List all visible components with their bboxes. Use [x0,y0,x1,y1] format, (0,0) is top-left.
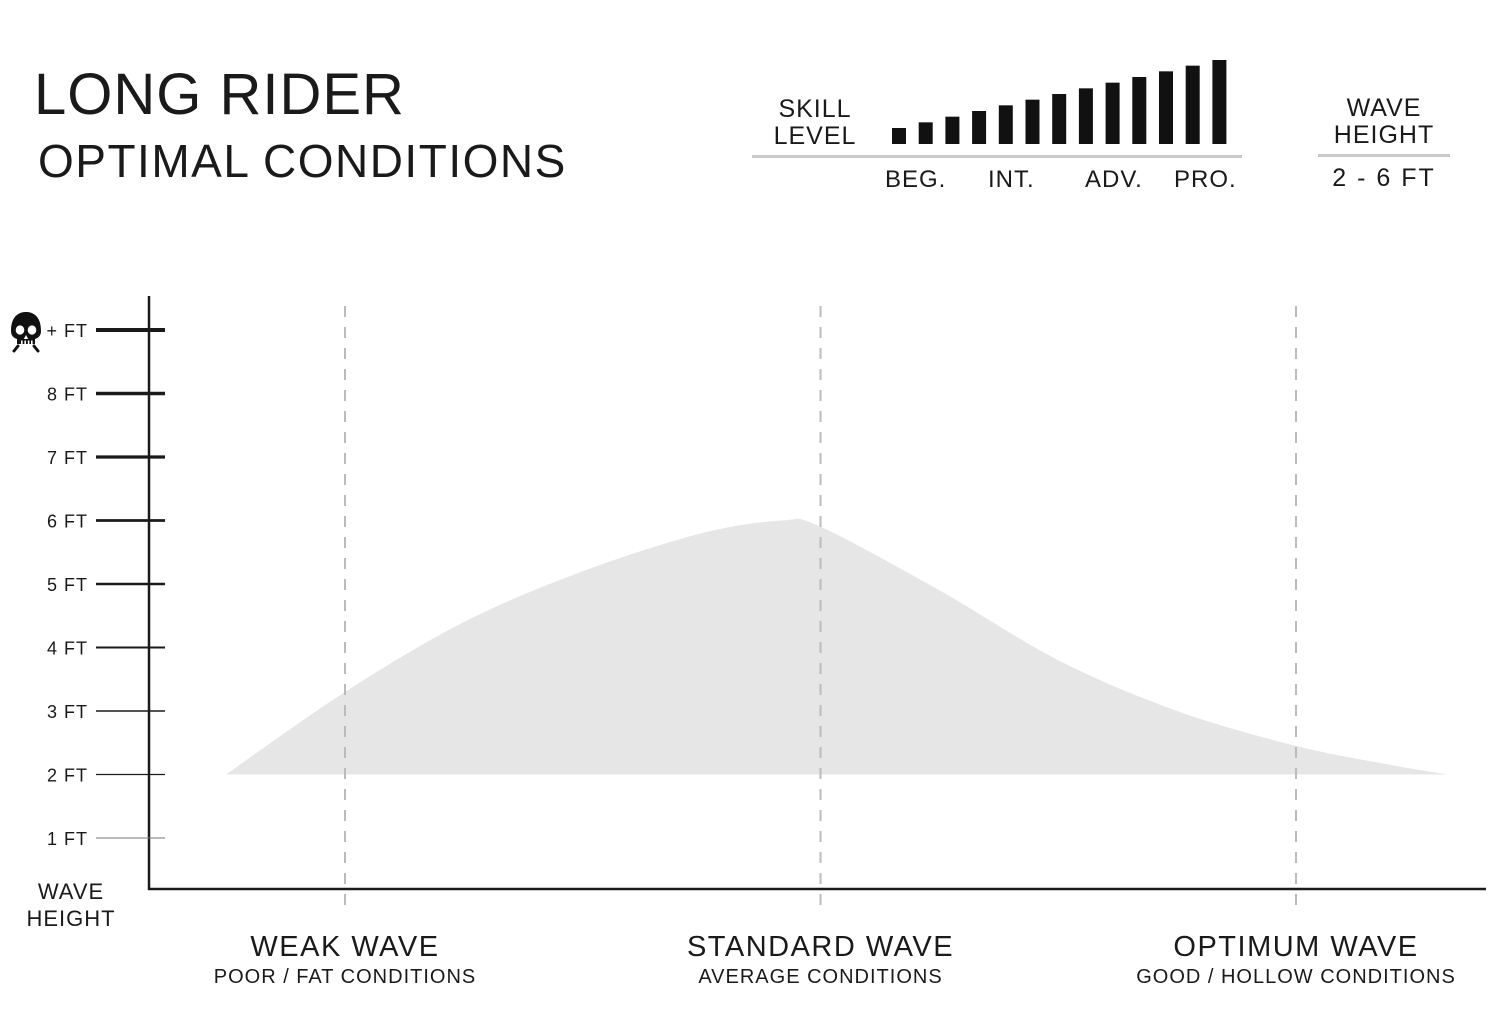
skill-bar-6 [1025,99,1040,144]
skill-level-pro: PRO. [1174,166,1237,193]
skill-bar-10 [1132,77,1147,144]
wave-height-label: WAVE HEIGHT [1318,95,1450,149]
skill-bar-8 [1078,88,1093,144]
y-tick-label-2: 2 FT [47,766,88,786]
grid-layer [344,306,1297,912]
skill-bar-7 [1052,94,1067,144]
skill-bar-5 [998,105,1013,144]
page-title: LONG RIDER [34,62,405,127]
skill-bar-12 [1185,65,1200,144]
skill-level-label: SKILL LEVEL [760,96,870,150]
page-subtitle: OPTIMAL CONDITIONS [38,135,567,187]
skill-bar-3 [945,116,960,144]
skill-bar-11 [1159,71,1173,144]
skill-bar-9 [1105,82,1120,144]
y-tick-label-8: 8 FT [47,385,88,405]
wave-height-range: 2 - 6 FT [1332,164,1436,192]
skill-level-label-line2: LEVEL [773,122,857,150]
category-label-3: OPTIMUM WAVE [1173,931,1418,963]
y-tick-label-5: 5 FT [47,575,88,595]
skill-bar-2 [918,122,933,144]
wave-height-label-line2: HEIGHT [1333,121,1435,149]
skill-level-rule [752,155,1242,158]
skill-level-int: INT. [988,166,1035,193]
y-axis-label-line1: WAVE [38,879,104,904]
y-tick-label-9: + FT [46,321,88,341]
y-axis-label-line2: HEIGHT [26,906,115,931]
area-layer [226,518,1449,775]
y-tick-label-1: 1 FT [47,829,88,849]
y-tick-label-4: 4 FT [47,639,88,659]
y-tick-label-3: 3 FT [47,702,88,722]
wave-area [226,518,1449,775]
category-desc-1: POOR / FAT CONDITIONS [214,966,477,988]
skill-bar-1 [892,128,906,144]
skill-level-adv: ADV. [1085,166,1143,193]
axis-layer: 1 FT 2 FT 3 FT 4 FT 5 FT 6 FT 7 FT 8 FT + FT WAVE… [26,296,1486,988]
skill-level-bars [892,60,1227,144]
skill-level-label-line1: SKILL [778,95,852,123]
category-label-1: WEAK WAVE [250,931,439,963]
skill-bar-4 [972,111,987,144]
skull-icon [11,312,41,353]
skill-level-beg: BEG. [885,166,947,193]
category-label-2: STANDARD WAVE [687,931,954,963]
category-desc-3: GOOD / HOLLOW CONDITIONS [1136,966,1456,988]
wave-height-rule [1318,154,1450,157]
wave-height-label-line1: WAVE [1346,94,1422,122]
y-tick-label-6: 6 FT [47,512,88,532]
y-tick-label-7: 7 FT [47,448,88,468]
category-desc-2: AVERAGE CONDITIONS [698,966,942,988]
skill-bar-13 [1212,60,1227,144]
